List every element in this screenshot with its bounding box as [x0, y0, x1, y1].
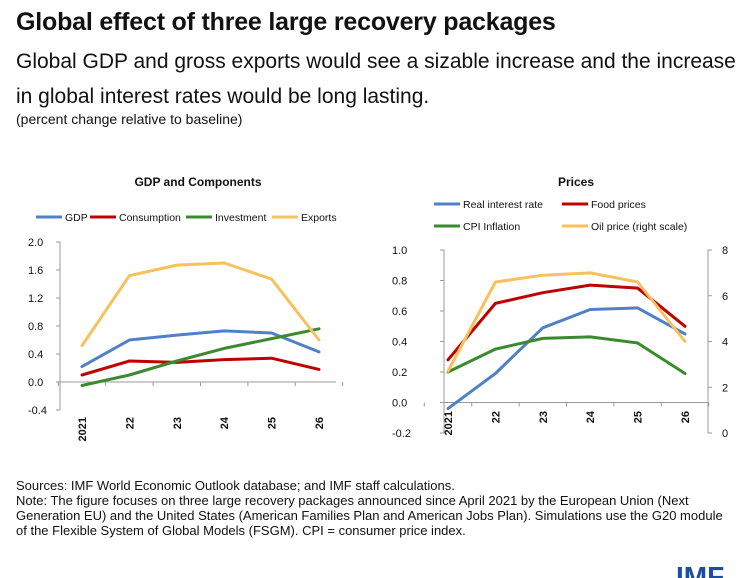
y-tick-label: -0.4 — [28, 405, 47, 417]
y-tick-label: 1.6 — [28, 265, 43, 277]
series-line-exports — [80, 261, 321, 348]
sources-text: Sources: IMF World Economic Outlook data… — [16, 478, 455, 493]
series-line-real-interest-rate — [446, 306, 687, 411]
note-text: Note: The figure focuses on three large … — [16, 493, 723, 538]
legend-label-oil-price-right-scale: Oil price (right scale) — [591, 221, 687, 233]
x-tick-label: 2021 — [77, 417, 89, 441]
page-title: Global effect of three large recovery pa… — [16, 8, 556, 36]
legend-label-investment: Investment — [215, 212, 266, 224]
page-subtitle: Global GDP and gross exports would see a… — [16, 50, 736, 108]
x-tick-label: 23 — [538, 411, 550, 423]
x-tick-label: 26 — [680, 411, 692, 423]
x-tick-label: 2021 — [443, 411, 455, 435]
imf-logo-graphic: IMF — [676, 561, 724, 578]
y-tick-label: 0.0 — [392, 398, 407, 410]
y-tick-label: -0.2 — [392, 428, 411, 440]
unit-note: (percent change relative to baseline) — [16, 111, 243, 127]
series-line-investment — [80, 327, 321, 387]
y2-tick-label: 4 — [722, 337, 728, 349]
legend-label-exports: Exports — [301, 212, 337, 224]
y-tick-label: 0.8 — [28, 321, 43, 333]
y2-tick-label: 0 — [722, 428, 728, 440]
series-line-food-prices — [446, 283, 687, 362]
legend-label-consumption: Consumption — [119, 212, 181, 224]
x-tick-label: 24 — [585, 410, 597, 423]
imf-logo: IMF — [672, 556, 750, 578]
prices-svg: Prices Real interest rate Food prices CPI I… — [392, 175, 728, 440]
chart-title: GDP and Components — [134, 175, 261, 189]
x-tick-label: 24 — [219, 416, 231, 429]
legend-label-cpi-inflation: CPI Inflation — [463, 221, 520, 233]
series-line-cpi-inflation — [446, 335, 687, 375]
x-tick-label: 25 — [633, 411, 645, 423]
y-tick-label: 0.0 — [28, 377, 43, 389]
y-tick-label: 0.2 — [392, 367, 407, 379]
footer: Sources: IMF World Economic Outlook data… — [16, 478, 736, 538]
gdp-components-svg: GDP and Components GDP Consumption Investme… — [28, 175, 344, 441]
legend-label-real-interest-rate: Real interest rate — [463, 199, 543, 211]
y-tick-label: 1.0 — [392, 245, 407, 257]
series-line-consumption — [80, 356, 321, 377]
prices-chart: Prices Real interest rate Food prices CPI I… — [372, 160, 750, 450]
x-tick-label: 23 — [172, 417, 184, 429]
legend-label-gdp: GDP — [65, 212, 88, 224]
y2-tick-label: 2 — [722, 382, 728, 394]
y-tick-label: 0.8 — [392, 276, 407, 288]
chart-title: Prices — [558, 175, 594, 189]
x-tick-label: 22 — [490, 411, 502, 423]
legend-label-food-prices: Food prices — [591, 199, 646, 211]
x-tick-label: 25 — [267, 417, 279, 429]
x-tick-label: 22 — [124, 417, 136, 429]
imf-logo-text: IMF — [676, 561, 724, 578]
y-tick-label: 0.4 — [392, 337, 407, 349]
series-line-oil-price-right-scale — [446, 271, 687, 373]
y2-tick-label: 8 — [722, 245, 728, 257]
y-tick-label: 0.6 — [392, 306, 407, 318]
y-tick-label: 2.0 — [28, 237, 43, 249]
x-tick-label: 26 — [314, 417, 326, 429]
y2-tick-label: 6 — [722, 291, 728, 303]
gdp-components-chart: GDP and Components GDP Consumption Investme… — [0, 160, 370, 450]
y-tick-label: 1.2 — [28, 293, 43, 305]
y-tick-label: 0.4 — [28, 349, 43, 361]
